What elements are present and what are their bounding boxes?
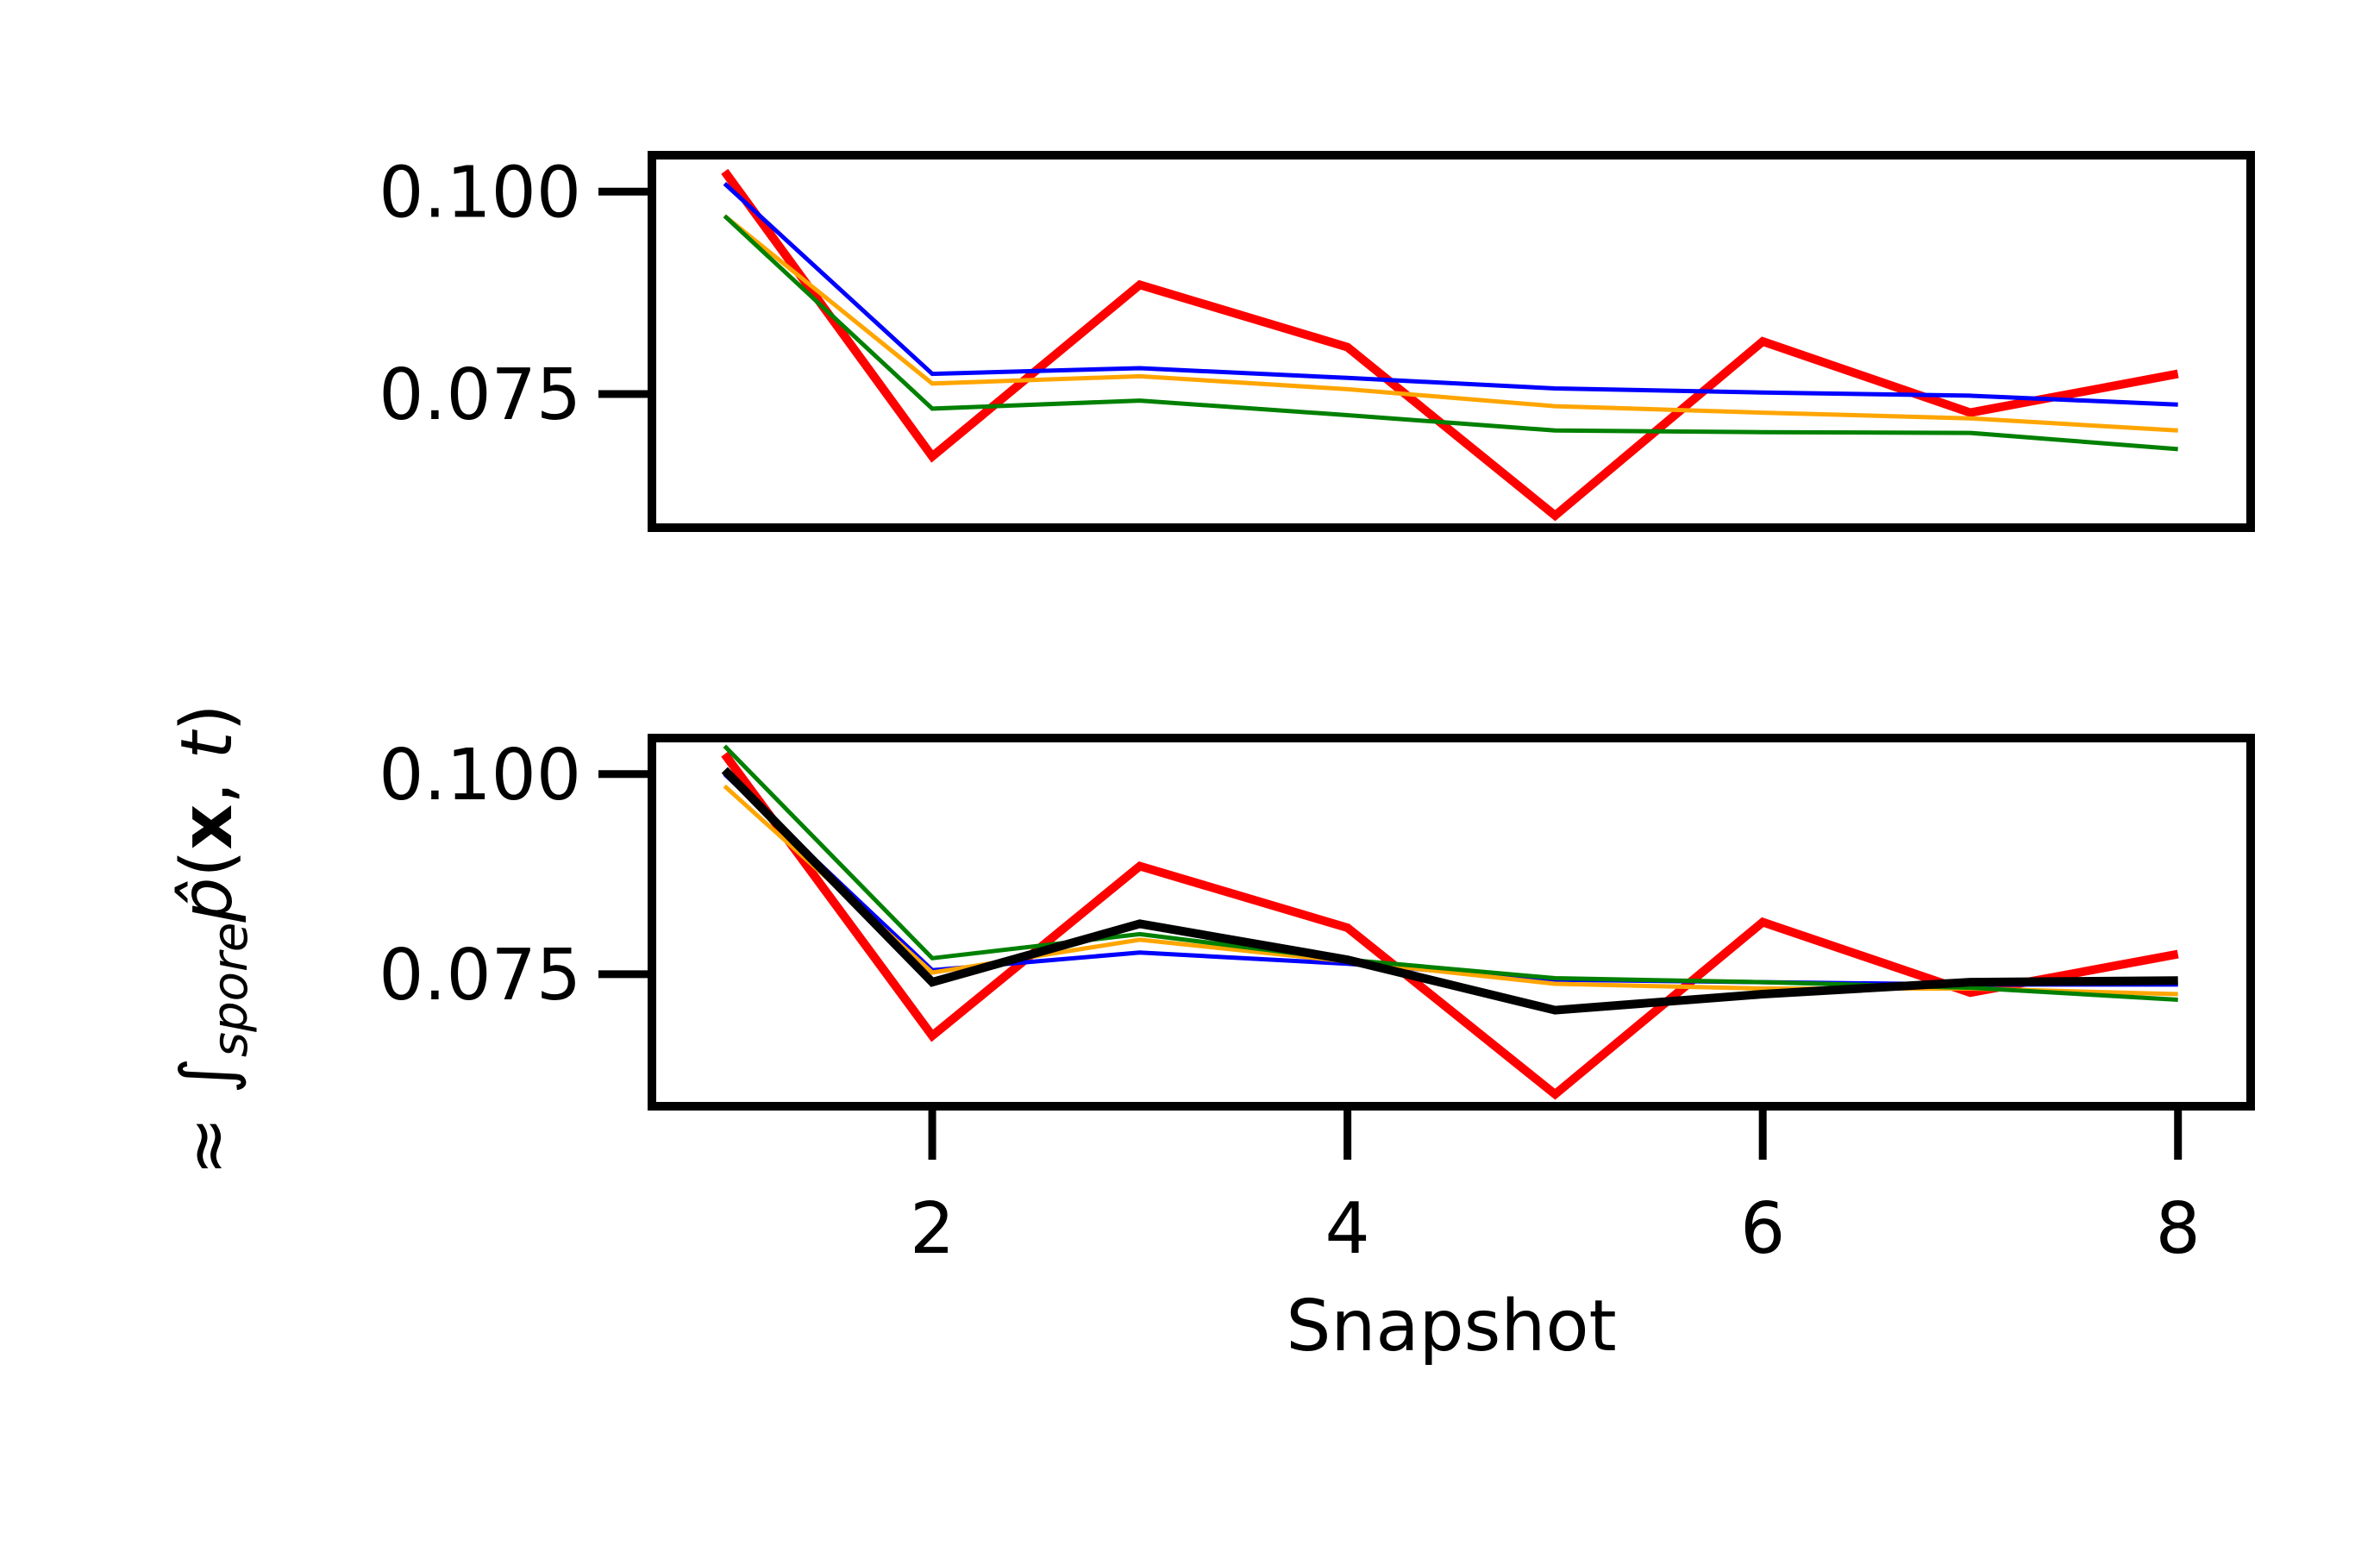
bottom-panel: 0.075 0.100 2 4 6 8 bbox=[379, 734, 2255, 1270]
bottom-x-ticks: 2 4 6 8 bbox=[910, 1111, 2201, 1270]
y-label-p-hat: p̂ bbox=[166, 878, 248, 923]
top-y-ticks: 0.075 0.100 bbox=[379, 152, 648, 436]
y-label-t: t bbox=[166, 729, 248, 760]
y-axis-label: ≈ ∫sporep̂(x, t) bbox=[166, 704, 259, 1175]
top-series-layer bbox=[721, 168, 2179, 522]
bottom-series-layer bbox=[721, 744, 2179, 1100]
top-panel: 0.075 0.100 bbox=[379, 151, 2255, 532]
top-y-tick-label: 0.075 bbox=[379, 354, 581, 436]
x-tick-label: 6 bbox=[1740, 1188, 1785, 1270]
y-label-comma: , bbox=[166, 760, 248, 804]
top-series-green-line bbox=[723, 214, 2178, 452]
bottom-y-ticks: 0.075 0.100 bbox=[379, 735, 648, 1017]
x-tick-label: 2 bbox=[910, 1188, 955, 1270]
x-tick-label: 4 bbox=[1325, 1188, 1370, 1270]
x-tick-label: 8 bbox=[2156, 1188, 2201, 1270]
x-axis-label: Snapshot bbox=[1286, 1286, 1616, 1367]
y-label-subscript: spore bbox=[203, 923, 259, 1057]
top-plot-frame bbox=[648, 151, 2255, 532]
top-y-tick-label: 0.100 bbox=[379, 152, 581, 234]
bottom-y-tick-label: 0.075 bbox=[379, 935, 581, 1017]
y-label-approx-integral: ≈ ∫ bbox=[166, 1057, 248, 1176]
bottom-series-black-line bbox=[721, 767, 2178, 1015]
y-label-x-bold: x bbox=[166, 804, 248, 850]
top-series-orange-line bbox=[723, 214, 2178, 433]
top-series-blue-line bbox=[723, 182, 2178, 407]
y-label-open-paren: ( bbox=[166, 850, 248, 878]
bottom-y-tick-label: 0.100 bbox=[379, 735, 581, 817]
bottom-plot-frame bbox=[648, 734, 2255, 1111]
y-label-close-paren: ) bbox=[166, 704, 248, 731]
top-series-red-line bbox=[721, 168, 2179, 522]
